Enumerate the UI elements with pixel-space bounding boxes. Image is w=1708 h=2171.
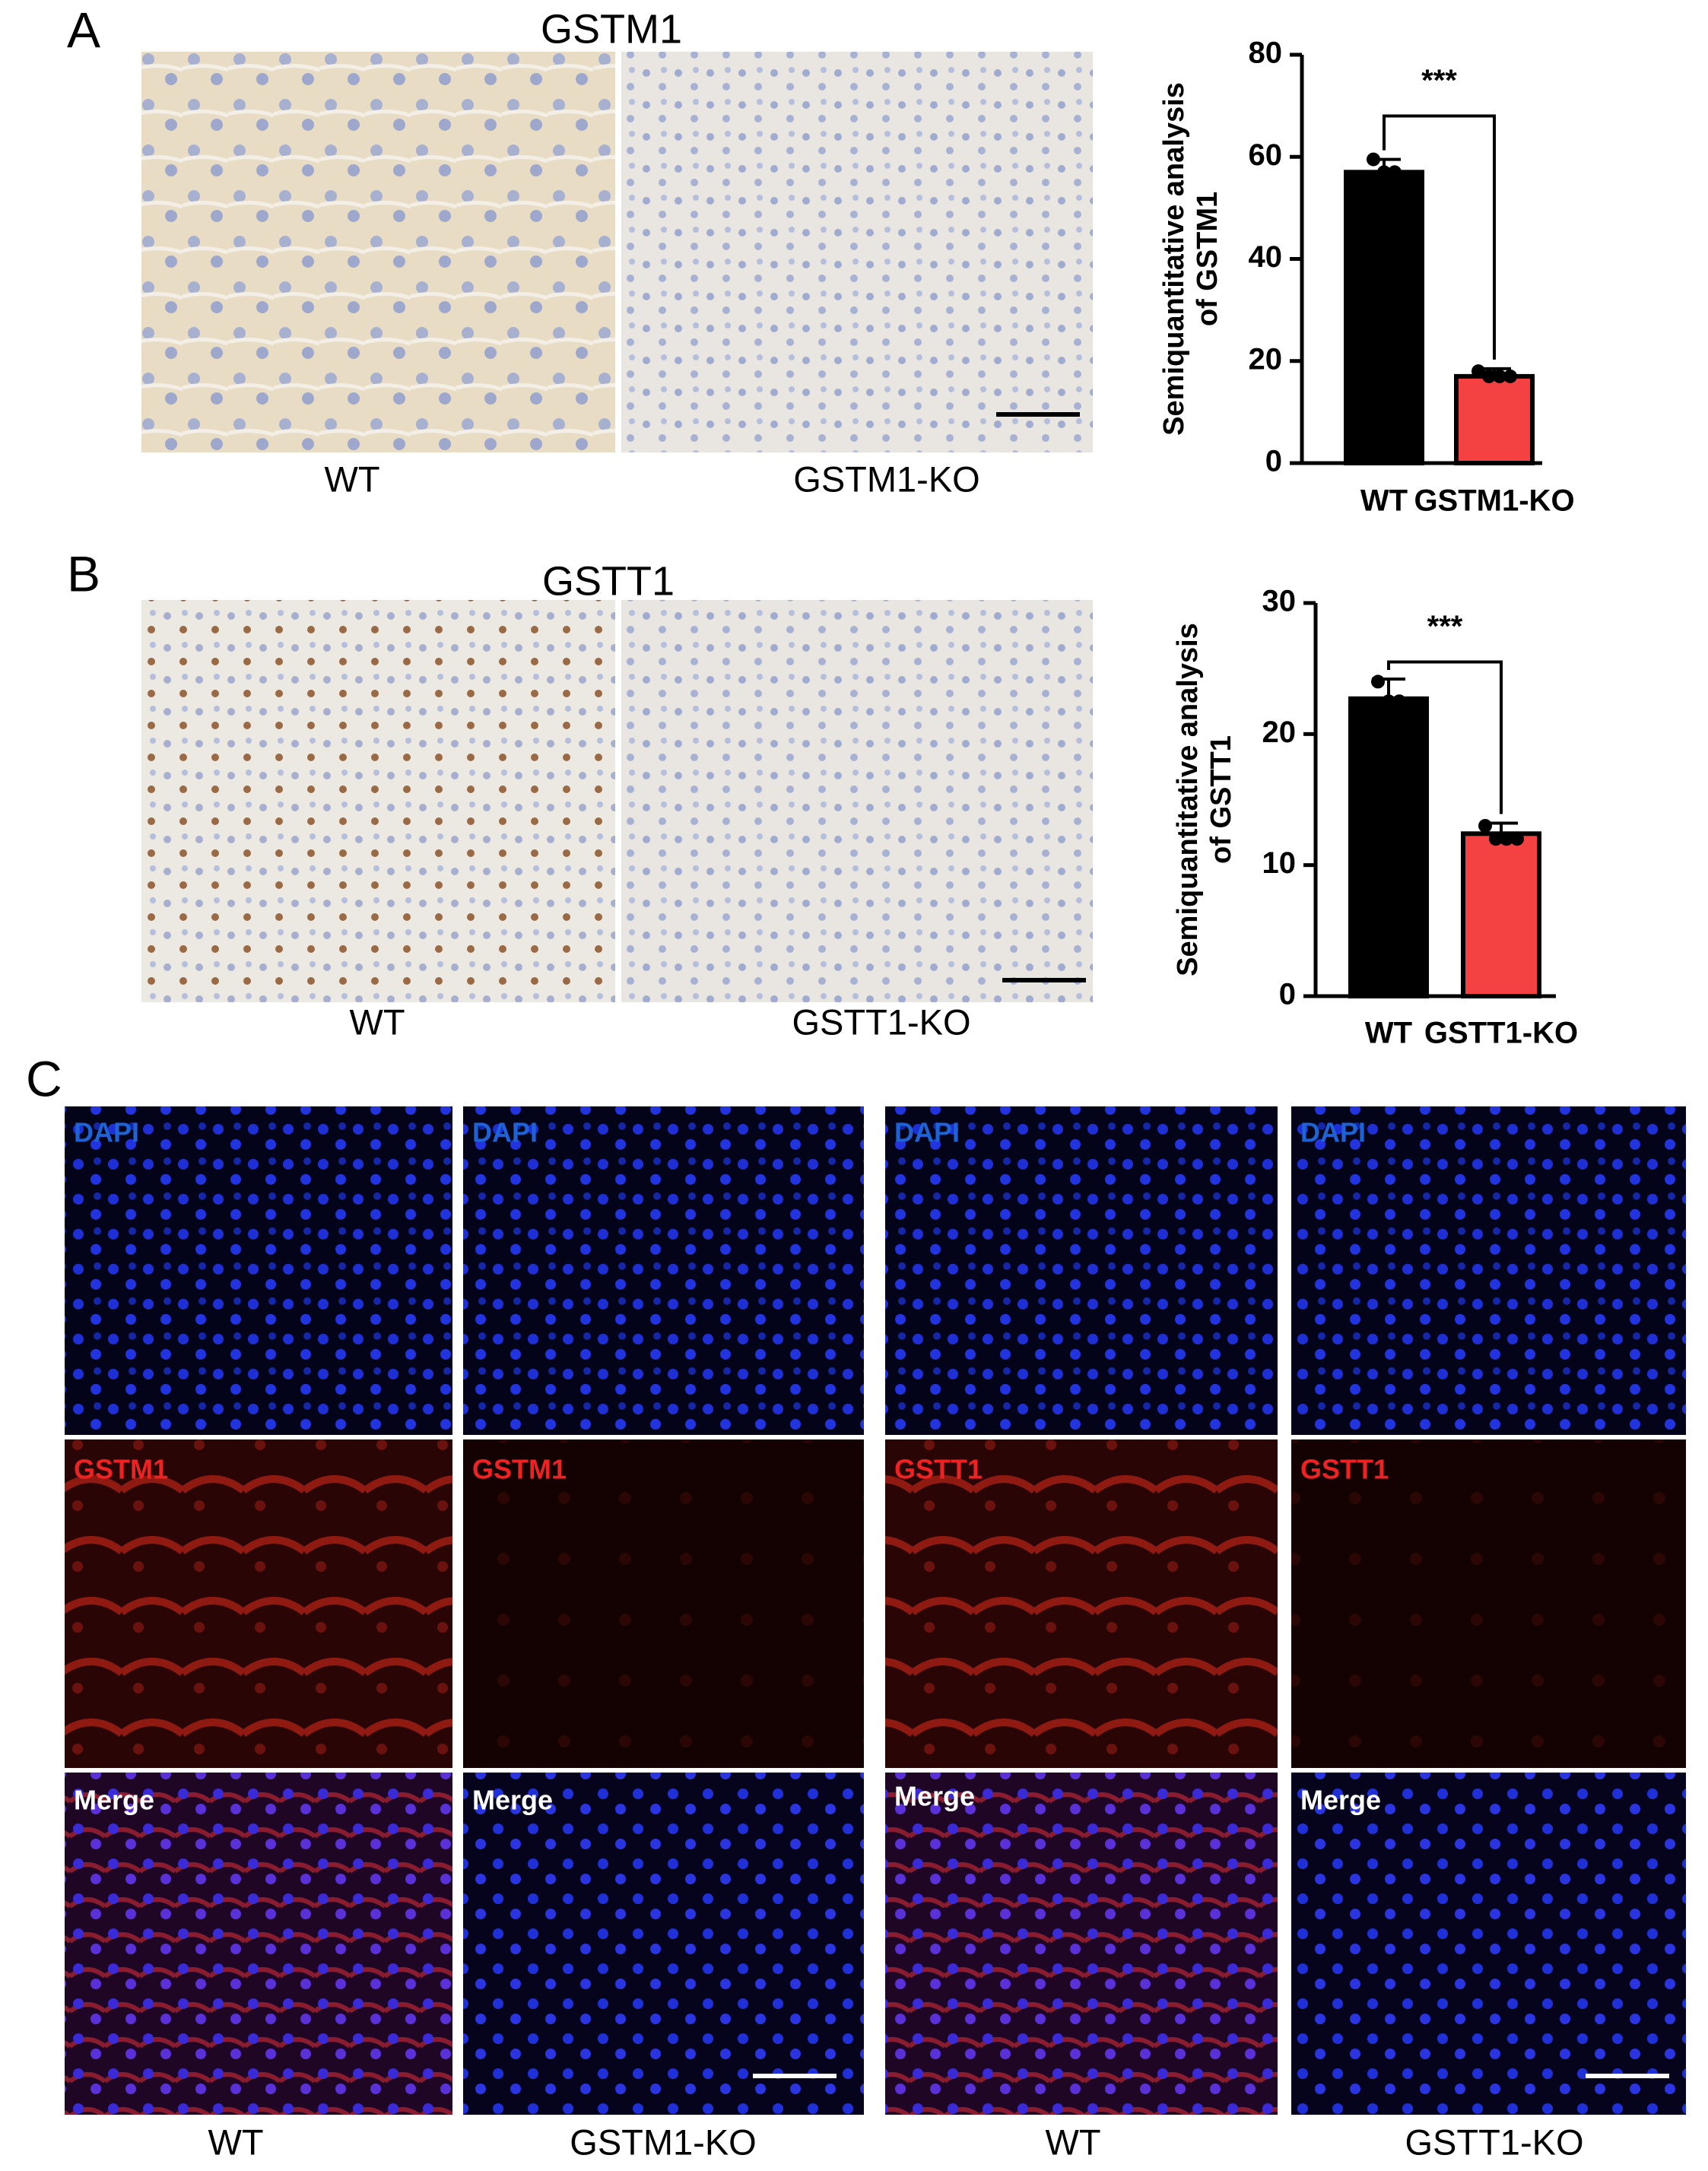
y-axis-label: Semiquantitative analysis [1158,82,1190,436]
data-point [1510,832,1524,846]
y-tick-label: 30 [1262,585,1297,618]
data-point [1482,369,1496,383]
micrograph [621,52,1093,452]
y-axis-label: of GSTT1 [1205,735,1237,864]
data-point [1377,165,1391,179]
micrograph [885,1106,1278,1435]
panel-label: C [26,1050,62,1106]
micrograph [463,1439,864,1768]
data-point [1388,165,1402,179]
y-tick-label: 0 [1265,445,1282,478]
caption: GSTT1-KO [1405,2122,1583,2162]
fluorescence-grid [65,1106,1686,2115]
data-point [1493,369,1506,383]
data-point [1503,369,1517,383]
y-tick-label: 20 [1249,342,1283,376]
y-tick-label: 10 [1262,846,1297,880]
significance-label: *** [1427,610,1463,643]
panel-label: B [67,545,100,601]
y-tick-label: 20 [1262,716,1297,749]
channel-label: DAPI [74,1117,139,1148]
micrograph [1291,1106,1686,1435]
panel-title: GSTT1 [542,558,675,604]
channel-label: GSTT1 [894,1454,983,1485]
channel-label: DAPI [472,1117,538,1148]
channel-label: DAPI [1300,1117,1366,1148]
data-point [1371,674,1385,689]
significance-bracket [1383,114,1496,360]
caption: WT [208,2122,263,2162]
y-tick-label: 40 [1249,240,1283,274]
y-tick-label: 80 [1249,37,1283,70]
data-point [1382,694,1395,709]
x-tick-label: GSTT1-KO [1424,1017,1578,1050]
bar [1461,831,1541,998]
channel-label: Merge [1300,1785,1381,1816]
channel-label: DAPI [894,1117,960,1148]
channel-label: GSTM1 [472,1454,567,1485]
bar [1454,373,1535,466]
data-point [1471,364,1485,379]
bar [1344,170,1424,465]
micrograph [463,1106,864,1435]
caption: WT [324,459,379,499]
x-tick-label: WT [1365,1017,1412,1050]
channel-label: GSTT1 [1300,1454,1389,1485]
y-tick-label: 0 [1279,978,1296,1011]
caption: GSTM1-KO [570,2122,756,2162]
caption: GSTM1-KO [793,459,979,499]
micrograph [141,600,615,1002]
x-tick-label: GSTM1-KO [1414,484,1574,518]
data-point [1478,818,1492,833]
micrograph [1291,1439,1686,1768]
channel-label: Merge [472,1785,553,1816]
caption: WT [349,1001,405,1042]
micrograph [1291,1773,1686,2115]
panel-label: A [67,2,100,58]
caption: GSTT1-KO [792,1001,970,1042]
data-point [1367,152,1380,167]
micrograph [621,600,1093,1002]
micrograph [65,1106,452,1435]
panel-title: GSTM1 [541,6,682,52]
y-axis-label: Semiquantitative analysis [1172,623,1204,976]
micrograph [65,1439,452,1768]
data-point [1489,832,1503,846]
caption: WT [1045,2122,1100,2162]
micrograph [141,52,615,452]
micrograph [65,1773,452,2115]
y-tick-label: 60 [1249,138,1283,172]
channel-label: GSTM1 [74,1454,168,1485]
micrograph [885,1773,1278,2115]
significance-bracket [1387,660,1503,814]
significance-label: *** [1421,64,1457,97]
micrograph [885,1439,1278,1768]
data-point [1500,832,1513,846]
bar [1348,696,1429,998]
y-axis-label: of GSTM1 [1192,192,1224,326]
data-point [1392,694,1406,709]
x-tick-label: WT [1360,484,1408,518]
channel-label: Merge [74,1785,154,1816]
channel-label: Merge [894,1781,975,1812]
micrograph [463,1773,864,2115]
